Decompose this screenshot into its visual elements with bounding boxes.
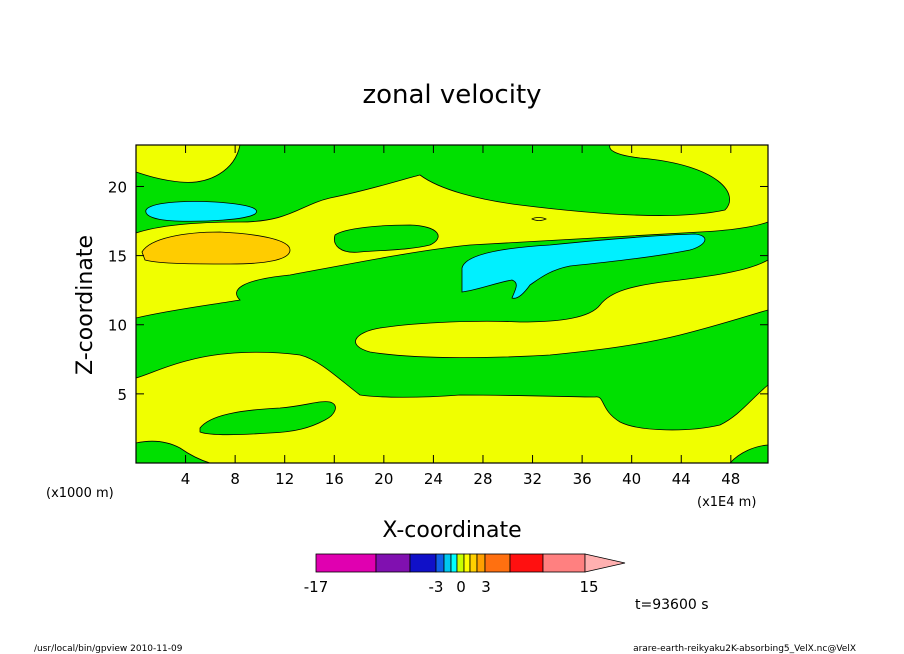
- contour-region-green-lower-small: [199, 401, 336, 436]
- x-tick-label: 20: [374, 470, 393, 488]
- x-tick-label: 32: [523, 470, 542, 488]
- colorbar-tick-label: 3: [481, 578, 491, 596]
- footer-left: /usr/local/bin/gpview 2010-11-09: [34, 644, 183, 654]
- colorbar-segment: [375, 553, 411, 573]
- x-tick-label: 48: [721, 470, 740, 488]
- contour-region-orange: [141, 231, 291, 265]
- x-tick-label: 8: [230, 470, 240, 488]
- x-tick-label: 16: [325, 470, 344, 488]
- x-tick-label: 4: [181, 470, 191, 488]
- colorbar-segment: [409, 553, 437, 573]
- plot-frame: [135, 144, 769, 464]
- colorbar-segment: [476, 553, 486, 573]
- colorbar-segment: [469, 553, 478, 573]
- colorbar-tick-label: -3: [429, 578, 444, 596]
- x-tick-label: 24: [424, 470, 443, 488]
- colorbar-segment: [542, 553, 586, 573]
- colorbar-segment: [315, 553, 377, 573]
- contour-region-cyan-right: [461, 233, 706, 299]
- colorbar-segment: [450, 553, 458, 573]
- x-axis-label: X-coordinate: [382, 518, 521, 543]
- chart-title: zonal velocity: [362, 80, 541, 110]
- colorbar-tick-label: 0: [456, 578, 466, 596]
- colorbar-segment: [484, 553, 511, 573]
- contour-region-green-upper-small: [333, 224, 439, 253]
- contour-region-cyan-left: [145, 200, 257, 222]
- contour-region-green-bottom-left: [135, 440, 211, 464]
- colorbar-segment: [435, 553, 445, 573]
- colorbar: [315, 553, 626, 573]
- x-tick-label: 44: [672, 470, 691, 488]
- footer-right: arare-earth-reikyaku2K-absorbing5_VelX.n…: [633, 644, 856, 654]
- x-tick-label: 12: [275, 470, 294, 488]
- y-tick-label: 5: [117, 386, 127, 404]
- x-tick-label: 40: [622, 470, 641, 488]
- x-tick-label: 36: [573, 470, 592, 488]
- colorbar-segment: [509, 553, 544, 573]
- colorbar-tick-label: -17: [304, 578, 329, 596]
- colorbar-labels: -17 -3 0 3 15: [304, 578, 599, 596]
- y-axis-label: Z-coordinate: [73, 235, 98, 375]
- x-axis-ticks: 4 8 12 16 20 24 28 32 36 40 44 48: [181, 145, 740, 488]
- colorbar-extend-arrow: [584, 553, 626, 573]
- y-tick-label: 20: [108, 178, 127, 196]
- y-unit-label: (x1000 m): [46, 486, 114, 501]
- colorbar-segment: [443, 553, 452, 573]
- colorbar-tick-label: 15: [579, 578, 598, 596]
- x-tick-label: 28: [473, 470, 492, 488]
- y-tick-label: 15: [108, 248, 127, 266]
- x-unit-label: (x1E4 m): [697, 495, 756, 510]
- contour-plot: [135, 144, 769, 464]
- y-tick-label: 10: [108, 317, 127, 335]
- colorbar-segment: [463, 553, 471, 573]
- contour-small-loop: [531, 217, 547, 221]
- time-label: t=93600 s: [635, 597, 709, 613]
- contour-region-green-middle: [135, 221, 769, 431]
- colorbar-segment: [456, 553, 465, 573]
- y-axis-ticks: 5 10 15 20: [108, 178, 768, 404]
- contour-region-green-top: [135, 144, 730, 234]
